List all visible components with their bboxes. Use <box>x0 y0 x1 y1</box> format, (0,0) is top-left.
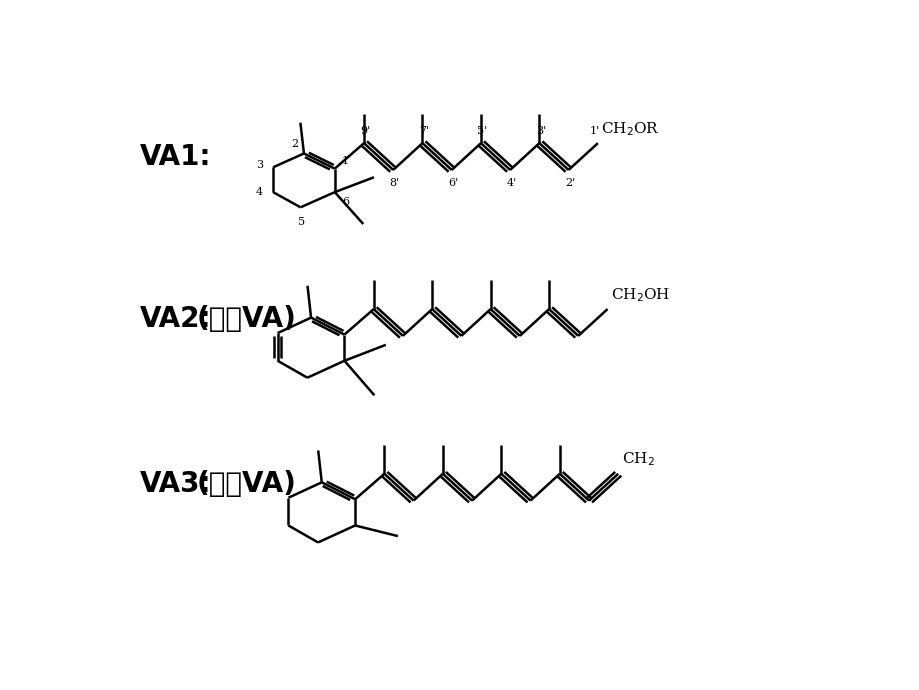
Text: 8': 8' <box>389 179 400 188</box>
Text: VA2:: VA2: <box>140 305 211 333</box>
Text: VA3:: VA3: <box>140 470 211 498</box>
Text: CH$_2$OH: CH$_2$OH <box>610 286 670 304</box>
Text: 1: 1 <box>342 156 348 166</box>
Text: 6: 6 <box>342 197 348 208</box>
Text: 9': 9' <box>360 126 370 136</box>
Text: VA1:: VA1: <box>140 144 211 171</box>
Text: 5': 5' <box>477 126 487 136</box>
Text: 1': 1' <box>588 126 599 136</box>
Text: 3': 3' <box>535 126 545 136</box>
Text: 7': 7' <box>418 126 428 136</box>
Text: (去水VA): (去水VA) <box>197 470 297 498</box>
Text: 5: 5 <box>298 217 305 227</box>
Text: (去氢VA): (去氢VA) <box>197 305 297 333</box>
Text: CH$_2$OR: CH$_2$OR <box>601 120 660 138</box>
Text: 4': 4' <box>505 179 516 188</box>
Text: 4: 4 <box>255 187 263 197</box>
Text: 2: 2 <box>290 139 298 149</box>
Text: 6': 6' <box>448 179 458 188</box>
Text: 2': 2' <box>564 179 574 188</box>
Text: CH$_2$: CH$_2$ <box>621 451 654 469</box>
Text: 3: 3 <box>255 160 263 170</box>
